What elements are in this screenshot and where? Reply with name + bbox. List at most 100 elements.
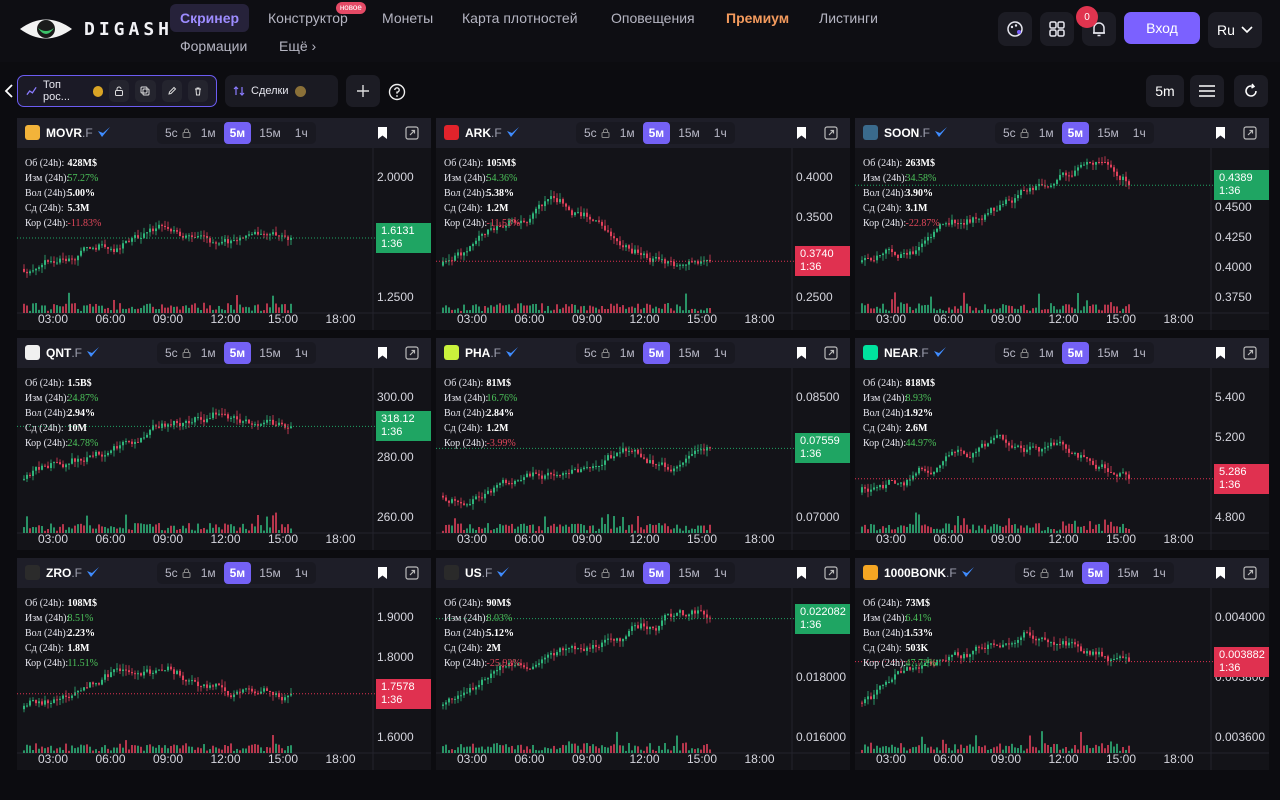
timeframe-option[interactable]: 1ч bbox=[294, 566, 308, 580]
nav-coins[interactable]: Монеты bbox=[382, 10, 434, 26]
chart-panel-qnt[interactable]: QNT.F 5с 1м 5м 15м 1ч Об (24h): 1.5B$ Изм (24… bbox=[17, 338, 431, 550]
timeframe-option[interactable]: 15м bbox=[678, 126, 700, 140]
timeframe-option[interactable]: 5с bbox=[165, 126, 178, 140]
nav-alerts[interactable]: Оповещения bbox=[611, 10, 695, 26]
theme-button[interactable] bbox=[998, 12, 1032, 46]
expand-button[interactable] bbox=[822, 344, 840, 362]
nav-listings[interactable]: Листинги bbox=[819, 10, 878, 26]
candlestick-chart[interactable] bbox=[855, 368, 1269, 550]
candlestick-chart[interactable] bbox=[855, 148, 1269, 330]
copy-button[interactable] bbox=[135, 80, 156, 102]
timeframe-option[interactable]: 5с bbox=[1003, 346, 1016, 360]
timeframe-option[interactable]: 1м bbox=[619, 126, 635, 140]
bookmark-button[interactable] bbox=[792, 124, 810, 142]
timeframe-option[interactable]: 1ч bbox=[294, 346, 308, 360]
nav-premium[interactable]: Премиум bbox=[726, 10, 790, 26]
nav-more[interactable]: Ещё › bbox=[279, 38, 317, 54]
timeframe-option[interactable]: 5с bbox=[1023, 566, 1036, 580]
candlestick-chart[interactable] bbox=[17, 368, 431, 550]
tab-trades[interactable]: Сделки bbox=[225, 75, 338, 107]
bookmark-button[interactable] bbox=[1211, 124, 1229, 142]
timeframe-option[interactable]: 1ч bbox=[713, 566, 727, 580]
timeframe-option[interactable]: 5м bbox=[223, 562, 252, 584]
timeframe-option[interactable]: 15м bbox=[259, 126, 281, 140]
chart-panel-near[interactable]: NEAR.F 5с 1м 5м 15м 1ч Об (24h): 818M$ Изм (2… bbox=[855, 338, 1269, 550]
timeframe-option[interactable]: 15м bbox=[1097, 346, 1119, 360]
tab-top-growth[interactable]: Топ рос... bbox=[17, 75, 217, 107]
timeframe-option[interactable]: 1м bbox=[200, 566, 216, 580]
timeframe-option[interactable]: 1ч bbox=[1132, 346, 1146, 360]
chart-panel-movr[interactable]: MOVR.F 5с 1м 5м 15м 1ч Об (24h): 428M$ Изм (2… bbox=[17, 118, 431, 330]
unlock-button[interactable] bbox=[109, 80, 130, 102]
timeframe-option[interactable]: 5с bbox=[584, 566, 597, 580]
symbol-name[interactable]: PHA.F bbox=[465, 346, 519, 360]
symbol-name[interactable]: 1000BONK.F bbox=[884, 566, 975, 580]
timeframe-option[interactable]: 1м bbox=[200, 346, 216, 360]
bookmark-button[interactable] bbox=[1211, 344, 1229, 362]
timeframe-option[interactable]: 5м bbox=[223, 342, 252, 364]
chart-panel-us[interactable]: US.F 5с 1м 5м 15м 1ч Об (24h): 90M$ Изм (24h)… bbox=[436, 558, 850, 770]
bookmark-button[interactable] bbox=[792, 344, 810, 362]
candlestick-chart[interactable] bbox=[436, 588, 850, 770]
global-timeframe-button[interactable]: 5m bbox=[1146, 75, 1184, 107]
timeframe-option[interactable]: 5с bbox=[165, 566, 178, 580]
add-tab-button[interactable] bbox=[346, 75, 380, 107]
layout-grid-button[interactable] bbox=[1040, 12, 1074, 46]
help-button[interactable] bbox=[388, 83, 406, 101]
expand-button[interactable] bbox=[403, 124, 421, 142]
timeframe-option[interactable]: 5м bbox=[642, 122, 671, 144]
nav-constructor[interactable]: Конструктор новое bbox=[258, 2, 366, 32]
timeframe-option[interactable]: 15м bbox=[1117, 566, 1139, 580]
symbol-name[interactable]: ARK.F bbox=[465, 126, 520, 140]
chart-panel-ark[interactable]: ARK.F 5с 1м 5м 15м 1ч Об (24h): 105M$ Изм (24… bbox=[436, 118, 850, 330]
scroll-left-button[interactable] bbox=[4, 84, 18, 98]
expand-button[interactable] bbox=[1241, 564, 1259, 582]
symbol-name[interactable]: US.F bbox=[465, 566, 510, 580]
delete-button[interactable] bbox=[187, 80, 209, 102]
timeframe-option[interactable]: 15м bbox=[1097, 126, 1119, 140]
expand-button[interactable] bbox=[403, 564, 421, 582]
menu-button[interactable] bbox=[1190, 75, 1224, 107]
candlestick-chart[interactable] bbox=[855, 588, 1269, 770]
bookmark-button[interactable] bbox=[373, 344, 391, 362]
expand-button[interactable] bbox=[822, 564, 840, 582]
candlestick-chart[interactable] bbox=[17, 148, 431, 330]
edit-button[interactable] bbox=[161, 80, 182, 102]
chart-panel-zro[interactable]: ZRO.F 5с 1м 5м 15м 1ч Об (24h): 108M$ Изм (24… bbox=[17, 558, 431, 770]
timeframe-option[interactable]: 1м bbox=[619, 346, 635, 360]
symbol-name[interactable]: SOON.F bbox=[884, 126, 948, 140]
timeframe-option[interactable]: 1ч bbox=[1132, 126, 1146, 140]
timeframe-option[interactable]: 1м bbox=[1038, 126, 1054, 140]
timeframe-option[interactable]: 1м bbox=[200, 126, 216, 140]
bookmark-button[interactable] bbox=[373, 124, 391, 142]
expand-button[interactable] bbox=[1241, 124, 1259, 142]
chart-panel-soon[interactable]: SOON.F 5с 1м 5м 15м 1ч Об (24h): 263M$ Изм (2… bbox=[855, 118, 1269, 330]
expand-button[interactable] bbox=[822, 124, 840, 142]
nav-formations[interactable]: Формации bbox=[180, 38, 248, 54]
expand-button[interactable] bbox=[1241, 344, 1259, 362]
timeframe-option[interactable]: 15м bbox=[259, 346, 281, 360]
bookmark-button[interactable] bbox=[1211, 564, 1229, 582]
timeframe-option[interactable]: 5с bbox=[584, 126, 597, 140]
bookmark-button[interactable] bbox=[792, 564, 810, 582]
timeframe-option[interactable]: 15м bbox=[678, 566, 700, 580]
symbol-name[interactable]: QNT.F bbox=[46, 346, 100, 360]
timeframe-option[interactable]: 5с bbox=[165, 346, 178, 360]
candlestick-chart[interactable] bbox=[436, 368, 850, 550]
chart-panel-1000bonk[interactable]: 1000BONK.F 5с 1м 5м 15м 1ч Об (24h): 73M$ Изм… bbox=[855, 558, 1269, 770]
timeframe-option[interactable]: 5м bbox=[642, 342, 671, 364]
language-select[interactable]: Ru bbox=[1208, 12, 1262, 48]
logo[interactable]: DIGASH bbox=[18, 14, 173, 44]
nav-screener[interactable]: Скринер bbox=[170, 4, 250, 32]
bookmark-button[interactable] bbox=[373, 564, 391, 582]
timeframe-option[interactable]: 5с bbox=[584, 346, 597, 360]
chart-panel-pha[interactable]: PHA.F 5с 1м 5м 15м 1ч Об (24h): 81M$ Изм (24h… bbox=[436, 338, 850, 550]
symbol-name[interactable]: NEAR.F bbox=[884, 346, 947, 360]
timeframe-option[interactable]: 5м bbox=[1061, 342, 1090, 364]
timeframe-option[interactable]: 5м bbox=[642, 562, 671, 584]
nav-density-map[interactable]: Карта плотностей bbox=[462, 10, 578, 26]
candlestick-chart[interactable] bbox=[436, 148, 850, 330]
timeframe-option[interactable]: 15м bbox=[259, 566, 281, 580]
timeframe-option[interactable]: 5м bbox=[1061, 122, 1090, 144]
timeframe-option[interactable]: 5м bbox=[223, 122, 252, 144]
